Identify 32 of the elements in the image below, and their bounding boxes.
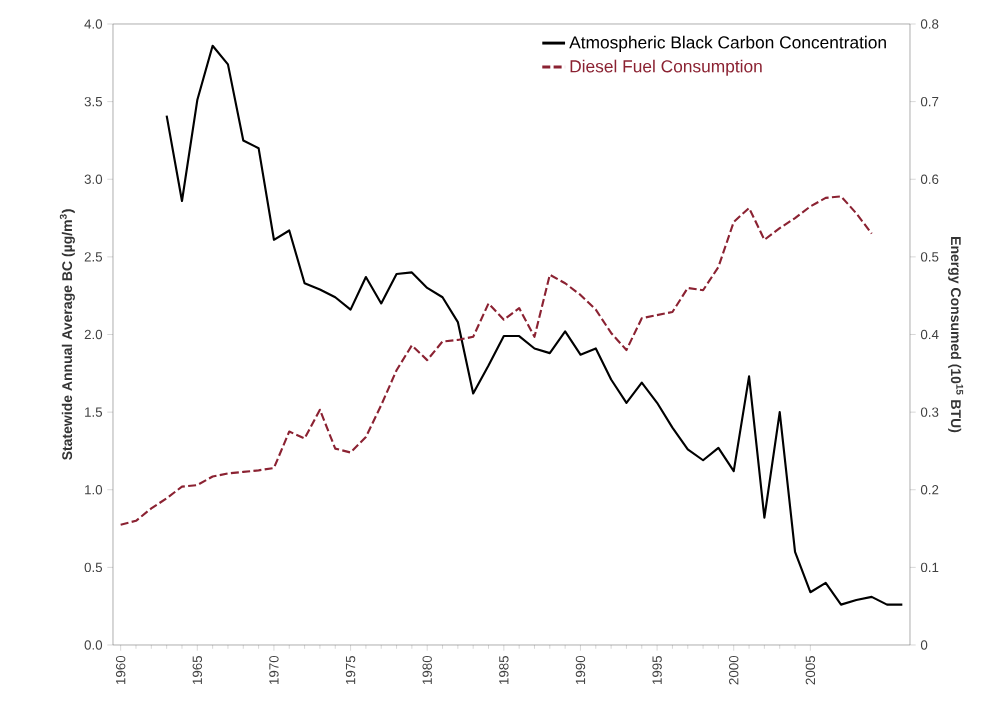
y-tick-label: 3.0 [84, 174, 103, 184]
y2-tick-label: 0.4 [920, 329, 939, 340]
x-tick-label: 1985 [499, 655, 509, 685]
x-tick-label: 1970 [269, 655, 279, 685]
x-tick-label: 1975 [345, 655, 356, 685]
x-tick-label: 1995 [652, 655, 662, 685]
y-tick-label: 1.0 [85, 485, 103, 495]
y2-tick-label: 0.3 [920, 407, 939, 417]
y2-tick-label: 0.2 [920, 485, 939, 495]
legend-label: Diesel Fuel Consumption [570, 59, 762, 76]
y2-tick-label: 0.8 [920, 19, 939, 29]
y-tick-label: 1.5 [85, 407, 103, 417]
x-tick-label: 1960 [115, 655, 126, 685]
x-tick-label: 1990 [575, 655, 586, 685]
y-tick-label: 4.0 [84, 19, 103, 29]
y2-axis-title: Energy Consumed (10$^{15}$ BTU) [948, 237, 964, 433]
y-tick-label: 2.0 [84, 329, 103, 340]
y2-tick-label: 0 [920, 640, 928, 650]
y2-tick-label: 0.7 [920, 96, 939, 107]
x-tick-label: 1965 [192, 655, 203, 685]
x-tick-label: 2005 [805, 655, 816, 685]
y2-tick-label: 0.5 [920, 252, 939, 262]
legend-label: Atmospheric Black Carbon Concentration [569, 35, 886, 52]
y-tick-label: 0.5 [84, 562, 103, 573]
x-tick-label: 2000 [729, 655, 739, 685]
y-tick-label: 0.0 [84, 640, 103, 650]
y-axis-title: Statewide Annual Average BC (µg/m$^{3}$) [59, 209, 75, 460]
y-tick-label: 2.5 [84, 252, 103, 262]
y2-tick-label: 0.6 [920, 174, 939, 184]
y-tick-label: 3.5 [84, 96, 103, 107]
y2-tick-label: 0.1 [920, 562, 939, 573]
x-tick-label: 1980 [422, 655, 432, 685]
